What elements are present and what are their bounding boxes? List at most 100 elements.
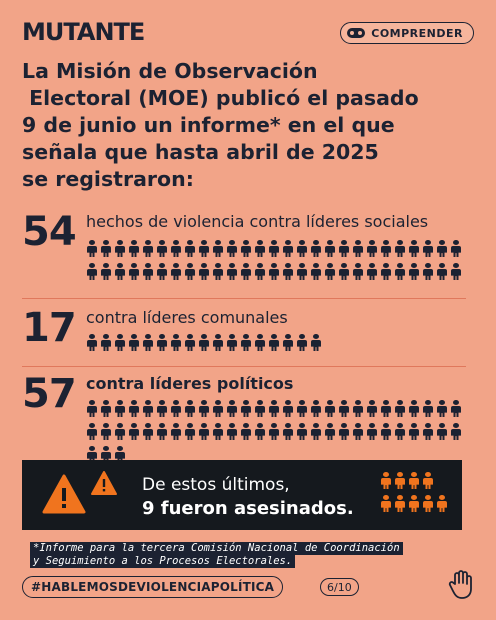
- person-icon: [394, 495, 406, 512]
- person-icon: [86, 423, 98, 440]
- intro-line: Electoral (MOE) publicó el pasado: [22, 86, 419, 110]
- person-icon: [156, 423, 168, 440]
- person-icon: [324, 240, 336, 257]
- category-label: COMPRENDER: [371, 26, 463, 40]
- person-icon: [170, 240, 182, 257]
- person-icon: [100, 423, 112, 440]
- person-icon: [156, 240, 168, 257]
- person-icon: [100, 263, 112, 280]
- person-icon: [352, 400, 364, 417]
- pictogram-row: [86, 334, 322, 351]
- person-icon: [408, 400, 420, 417]
- person-icon: [184, 240, 196, 257]
- person-icon: [184, 334, 196, 351]
- person-icon: [366, 263, 378, 280]
- person-icon: [114, 400, 126, 417]
- person-icon: [128, 334, 140, 351]
- person-icon: [128, 263, 140, 280]
- person-icon: [296, 334, 308, 351]
- person-icon: [408, 472, 420, 489]
- page-indicator: 6/10: [320, 578, 359, 596]
- person-icon: [296, 400, 308, 417]
- person-icon: [394, 400, 406, 417]
- person-icon: [380, 240, 392, 257]
- mask-icon: [347, 28, 366, 38]
- person-icon: [128, 240, 140, 257]
- person-icon: [156, 263, 168, 280]
- person-icon: [282, 400, 294, 417]
- person-icon: [198, 423, 210, 440]
- person-icon: [86, 334, 98, 351]
- person-icon: [128, 423, 140, 440]
- person-icon: [198, 240, 210, 257]
- person-icon: [352, 423, 364, 440]
- person-icon: [380, 472, 392, 489]
- person-icon: [268, 423, 280, 440]
- person-icon: [254, 240, 266, 257]
- hashtag-badge[interactable]: #HABLEMOSDEVIOLENCIAPOLÍTICA: [22, 576, 284, 598]
- pictogram-row: [380, 472, 448, 489]
- person-icon: [324, 423, 336, 440]
- stat-political-leaders: 57 contra líderes políticos: [22, 374, 466, 454]
- person-icon: [282, 334, 294, 351]
- person-icon: [422, 240, 434, 257]
- alert-line-1: De estos últimos,: [142, 475, 290, 495]
- person-icon: [240, 263, 252, 280]
- person-icon: [338, 423, 350, 440]
- category-badge[interactable]: COMPRENDER: [340, 22, 474, 44]
- person-icon: [100, 446, 112, 463]
- person-icon: [296, 423, 308, 440]
- people-pictogram: [86, 334, 322, 357]
- intro-text: La Misión de Observación Electoral (MOE)…: [22, 58, 482, 193]
- person-icon: [100, 400, 112, 417]
- person-icon: [226, 263, 238, 280]
- person-icon: [408, 495, 420, 512]
- person-icon: [212, 400, 224, 417]
- pictogram-row: [380, 495, 448, 512]
- warning-icon: [91, 471, 117, 495]
- person-icon: [408, 423, 420, 440]
- person-icon: [198, 334, 210, 351]
- divider: [22, 366, 466, 367]
- person-icon: [366, 423, 378, 440]
- alert-box: De estos últimos, 9 fueron asesinados.: [22, 460, 462, 530]
- person-icon: [254, 423, 266, 440]
- stat-number: 54: [22, 209, 77, 255]
- person-icon: [170, 423, 182, 440]
- person-icon: [422, 400, 434, 417]
- person-icon: [310, 263, 322, 280]
- person-icon: [394, 240, 406, 257]
- person-icon: [268, 334, 280, 351]
- person-icon: [436, 495, 448, 512]
- person-icon: [240, 423, 252, 440]
- person-icon: [422, 263, 434, 280]
- brand-logo: MUTANTE: [22, 18, 145, 46]
- person-icon: [380, 495, 392, 512]
- person-icon: [394, 423, 406, 440]
- person-icon: [254, 400, 266, 417]
- person-icon: [170, 400, 182, 417]
- person-icon: [436, 263, 448, 280]
- person-icon: [310, 423, 322, 440]
- person-icon: [156, 334, 168, 351]
- person-icon: [170, 334, 182, 351]
- person-icon: [422, 495, 434, 512]
- person-icon: [268, 240, 280, 257]
- person-icon: [100, 334, 112, 351]
- person-icon: [450, 400, 462, 417]
- person-icon: [142, 334, 154, 351]
- person-icon: [184, 263, 196, 280]
- person-icon: [142, 263, 154, 280]
- person-icon: [254, 263, 266, 280]
- person-icon: [310, 400, 322, 417]
- footnote-line: *Informe para la tercera Comisión Nacion…: [30, 542, 403, 555]
- person-icon: [366, 400, 378, 417]
- stat-community-leaders: 17 contra líderes comunales: [22, 308, 466, 358]
- person-icon: [198, 263, 210, 280]
- person-icon: [282, 240, 294, 257]
- intro-line: se registraron:: [22, 167, 194, 191]
- person-icon: [86, 446, 98, 463]
- person-icon: [450, 240, 462, 257]
- people-pictogram: [86, 400, 462, 469]
